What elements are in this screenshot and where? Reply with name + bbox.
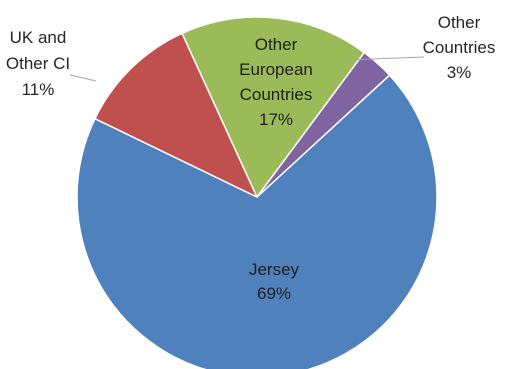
pie-slice-uk <box>94 32 258 198</box>
leader-lines <box>69 56 425 82</box>
leader-line-other <box>346 56 425 61</box>
slice-label-uk: UK and Other CI 11% <box>6 28 70 99</box>
slice-label-jersey: Jersey 69% <box>249 260 300 303</box>
slice-percent-jersey: 69% <box>257 284 291 303</box>
leader-line-uk <box>69 74 97 82</box>
slice-labels: Jersey 69% UK and Other CI 11% Other European C… <box>6 13 496 303</box>
slice-label-uk-line-2: Other CI <box>6 54 70 73</box>
slice-label-jersey-line-1: Jersey <box>249 260 300 279</box>
slice-label-other: Other Countries 3% <box>423 13 496 82</box>
slice-label-european: Other European Countries 17% <box>239 35 313 129</box>
slice-label-european-line-1: Other <box>255 35 298 54</box>
slice-percent-uk: 11% <box>22 80 55 99</box>
pie-slice-other <box>256 51 391 198</box>
slice-label-european-line-3: Countries <box>240 85 313 104</box>
pie-slice-european <box>181 16 366 198</box>
slice-label-uk-line-1: UK and <box>10 28 67 47</box>
slice-label-other-line-2: Countries <box>423 38 496 57</box>
slice-percent-other: 3% <box>447 63 472 82</box>
pie-slices <box>76 16 438 369</box>
slice-label-other-line-1: Other <box>438 13 481 32</box>
slice-label-european-line-2: European <box>239 60 313 79</box>
slice-percent-european: 17% <box>259 110 293 129</box>
pie-slice-jersey <box>76 74 438 369</box>
